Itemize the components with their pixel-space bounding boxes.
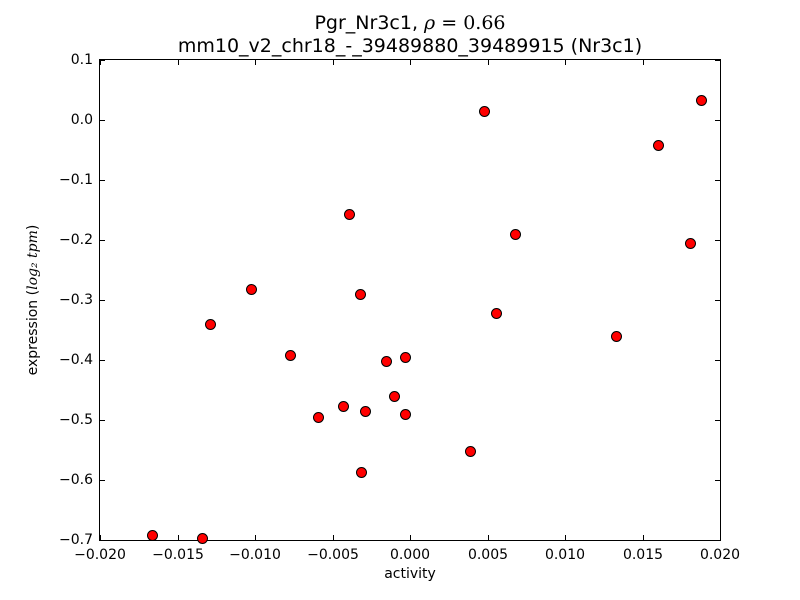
- tick-mark: [100, 360, 105, 361]
- x-tick-label: −0.020: [74, 547, 126, 563]
- data-point: [359, 405, 371, 417]
- tick-mark: [100, 420, 105, 421]
- data-point: [344, 208, 356, 220]
- chart-title: Pgr_Nr3c1, ρ = 0.66 mm10_v2_chr18_-_3948…: [99, 12, 721, 58]
- tick-mark: [100, 240, 105, 241]
- tick-mark: [255, 535, 256, 540]
- data-point: [610, 330, 622, 342]
- tick-mark: [488, 60, 489, 65]
- data-point: [196, 532, 208, 544]
- data-point: [478, 105, 490, 117]
- y-tick-label: −0.3: [59, 292, 93, 308]
- x-tick-label: −0.010: [229, 547, 281, 563]
- tick-mark: [715, 240, 720, 241]
- tick-mark: [715, 480, 720, 481]
- chart-title-line1: Pgr_Nr3c1, ρ = 0.66: [99, 12, 721, 35]
- x-tick-label: 0.000: [389, 547, 431, 563]
- x-tick-label: −0.015: [152, 547, 204, 563]
- tick-mark: [565, 60, 566, 65]
- data-point: [204, 318, 216, 330]
- tick-mark: [255, 60, 256, 65]
- tick-mark: [643, 535, 644, 540]
- tick-mark: [715, 420, 720, 421]
- tick-mark: [410, 535, 411, 540]
- x-tick-label: 0.020: [699, 547, 741, 563]
- data-point: [695, 95, 707, 107]
- tick-mark: [720, 535, 721, 540]
- tick-mark: [100, 60, 101, 65]
- tick-mark: [715, 60, 720, 61]
- tick-mark: [100, 480, 105, 481]
- tick-mark: [100, 60, 105, 61]
- y-tick-label: −0.2: [59, 232, 93, 248]
- tick-mark: [333, 535, 334, 540]
- tick-mark: [410, 60, 411, 65]
- data-point: [337, 400, 349, 412]
- data-point: [356, 467, 368, 479]
- tick-mark: [100, 120, 105, 121]
- tick-mark: [715, 540, 720, 541]
- chart-title-line2: mm10_v2_chr18_-_39489880_39489915 (Nr3c1…: [177, 35, 643, 57]
- x-tick-label: 0.015: [622, 547, 664, 563]
- tick-mark: [100, 300, 105, 301]
- plot-area: [99, 59, 721, 544]
- tick-mark: [488, 535, 489, 540]
- title-rho-symbol: ρ: [424, 12, 436, 34]
- tick-mark: [715, 360, 720, 361]
- title-rho-value: = 0.66: [435, 12, 506, 34]
- tick-mark: [715, 120, 720, 121]
- y-tick-label: −0.5: [59, 412, 93, 428]
- title-gene-pair: Pgr_Nr3c1,: [314, 12, 425, 34]
- data-point: [399, 351, 411, 363]
- x-tick-label: 0.005: [467, 547, 509, 563]
- data-point: [389, 390, 400, 402]
- tick-mark: [100, 180, 105, 181]
- tick-mark: [178, 60, 179, 65]
- y-axis-label-close: ): [25, 224, 41, 231]
- tick-mark: [715, 300, 720, 301]
- tick-mark: [178, 535, 179, 540]
- y-tick-label: 0.1: [70, 52, 93, 68]
- y-tick-label: 0.0: [70, 112, 93, 128]
- x-tick-label: −0.005: [307, 547, 359, 563]
- data-point: [509, 228, 521, 240]
- data-point: [285, 349, 297, 361]
- data-point: [354, 288, 366, 300]
- tick-mark: [643, 60, 644, 65]
- data-point: [464, 445, 476, 457]
- data-point: [491, 308, 503, 320]
- tick-mark: [720, 60, 721, 65]
- data-point: [313, 411, 325, 423]
- tick-mark: [715, 180, 720, 181]
- tick-mark: [100, 540, 105, 541]
- data-point: [399, 408, 411, 420]
- tick-mark: [565, 535, 566, 540]
- data-point: [246, 283, 258, 295]
- data-point: [147, 530, 159, 542]
- y-tick-label: −0.4: [59, 352, 93, 368]
- data-point: [652, 139, 664, 151]
- y-tick-label: −0.6: [59, 472, 93, 488]
- x-axis-label: activity: [384, 566, 436, 582]
- tick-mark: [100, 535, 101, 540]
- tick-mark: [333, 60, 334, 65]
- y-tick-label: −0.1: [59, 172, 93, 188]
- data-point: [685, 237, 697, 249]
- y-tick-label: −0.7: [59, 532, 93, 548]
- x-tick-label: 0.010: [544, 547, 586, 563]
- data-point: [381, 356, 393, 368]
